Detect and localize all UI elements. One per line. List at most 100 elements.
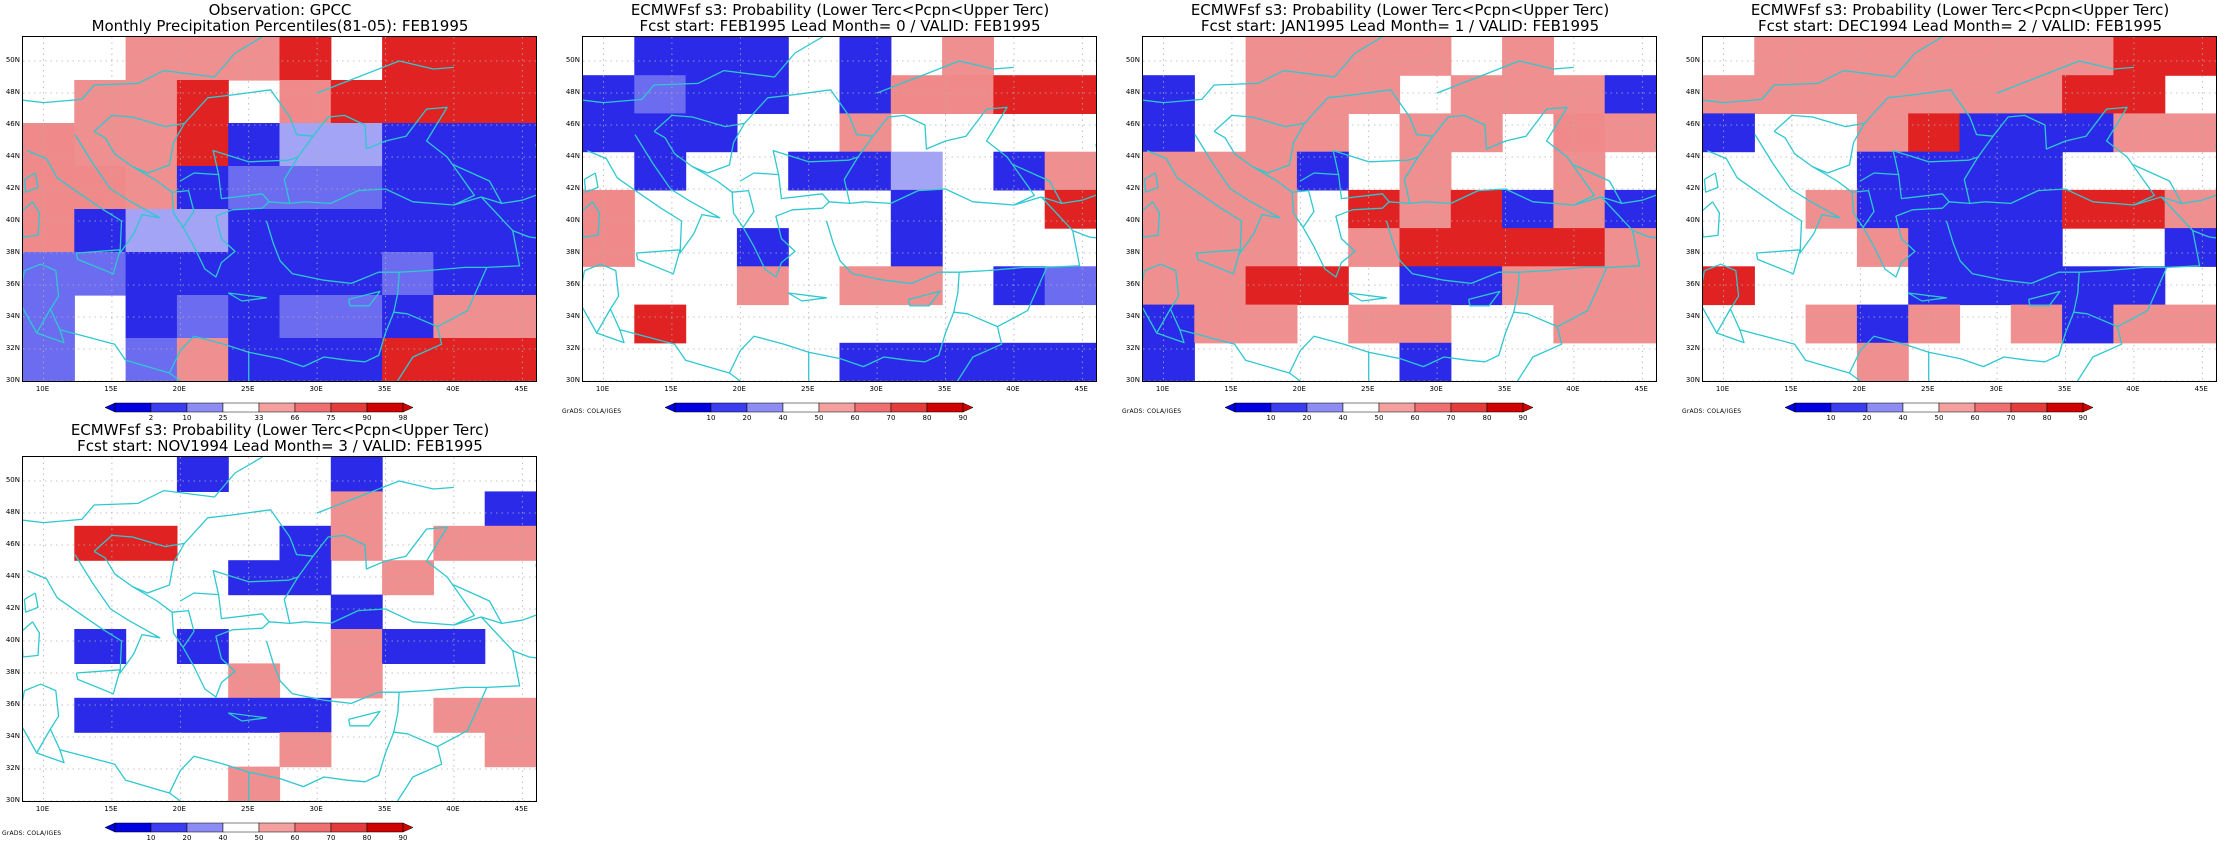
probability-cell [2010,75,2063,114]
probability-cell [1908,228,1961,267]
longitude-tick-label: 10E [35,385,50,393]
latitude-tick-label: 48N [1685,88,1700,96]
probability-cell [634,75,687,114]
coastline [1252,123,1305,174]
probability-cell [1604,75,1656,114]
longitude-tick-label: 30E [869,385,883,393]
coastline [959,196,1081,273]
probability-cell [1399,37,1452,76]
probability-cell [634,37,687,76]
latitude-tick-label: 50N [5,476,20,484]
longitude-tick-label: 45E [2194,385,2208,393]
probability-cell [1805,304,1858,344]
longitude-tick-label: 25E [801,385,815,393]
colorbar-min-arrow [665,402,676,413]
probability-cell [1502,228,1554,267]
probability-cell [74,123,127,167]
probability-cell [125,37,178,81]
probability-cell [433,525,486,561]
longitude-tick-label: 45E [1074,385,1088,393]
probability-cell [330,491,383,527]
probability-cell [1703,113,1755,153]
colorbar-tick-label: 40 [1898,414,1908,422]
colorbar-svg [105,402,413,413]
coastline [1632,229,1656,239]
latitude-tick-label: 42N [5,184,20,192]
coastline [169,792,181,801]
colorbar-tick-label: 66 [290,414,300,422]
probability-cell [228,338,281,381]
probability-cell [2010,304,2063,344]
coastline [217,174,270,203]
coastline [1143,37,1383,104]
coastline [227,712,268,722]
colorbar-segment [2046,402,2084,413]
coastline [1859,149,1979,182]
probability-cell [1399,228,1452,267]
probability-cell [228,209,281,253]
coastline [75,669,121,695]
coastline [584,220,960,374]
panel-title-line2: Fcst start: DEC1994 Lead Month= 2 / VALI… [1757,17,2163,35]
coastline [1573,144,1656,205]
probability-cell [176,166,229,210]
probability-cell [1143,189,1195,229]
colorbar-tick-label: 60 [1970,414,1980,422]
latitude-tick-label: 34N [5,732,20,740]
longitude-tick-label: 30E [309,385,323,393]
probability-cell [634,151,687,191]
latitude-tick-label: 46N [5,120,20,128]
probability-cell [176,80,229,124]
probability-cell [839,151,892,191]
colorbar-tick-label: 10 [182,414,192,422]
coastline [453,564,536,625]
coastline [393,731,443,801]
latitude-tick-label: 40N [5,216,20,224]
colorbar-segment [258,402,296,413]
colorbar-tick-label: 50 [1374,414,1384,422]
coastline [23,592,39,613]
longitude-tick-label: 35E [937,385,952,393]
coastline [512,649,536,659]
probability-cell [1856,228,1909,267]
coastline [393,311,443,381]
colorbar-tick-label: 20 [1862,414,1872,422]
longitude-tick-label: 40E [446,805,460,813]
probability-cell [1450,189,1503,229]
latitude-tick-label: 40N [565,216,580,224]
colorbar-segment [258,822,296,833]
coastline [437,267,488,328]
coastline [23,172,39,193]
coastline [2117,267,2168,328]
probability-cell [125,166,178,210]
probability-cell [279,732,332,768]
probability-cell [2010,37,2063,76]
probability-cell [23,338,75,381]
longitude-tick-label: 20E [1292,385,1306,393]
colorbar-tick-label: 10 [706,414,716,422]
colorbar-tick-label: 80 [362,834,372,842]
coastline [2133,144,2216,205]
probability-cell [484,295,536,339]
probability-cell [382,37,434,81]
probability-cell [1194,304,1247,344]
coastline [132,123,185,174]
probability-cell [993,151,1046,191]
probability-cell [1856,189,1909,229]
grads-credit: GrADS: COLA/IGES [2,830,62,837]
probability-cell [484,732,536,768]
colorbar-segment [150,402,188,413]
colorbar-tick-label: 90 [1518,414,1528,422]
probability-cell [1194,151,1247,191]
probability-cell [1959,228,2012,267]
longitude-tick-label: 35E [1497,385,1512,393]
colorbar-segment [114,822,152,833]
coastline [23,270,38,334]
probability-cell [736,266,789,306]
probability-cell [1959,266,2012,306]
probability-cell [125,80,178,124]
colorbar-segment [1306,402,1344,413]
coastline [1849,372,1861,381]
probability-cell [176,37,229,81]
probability-cell [228,252,281,296]
